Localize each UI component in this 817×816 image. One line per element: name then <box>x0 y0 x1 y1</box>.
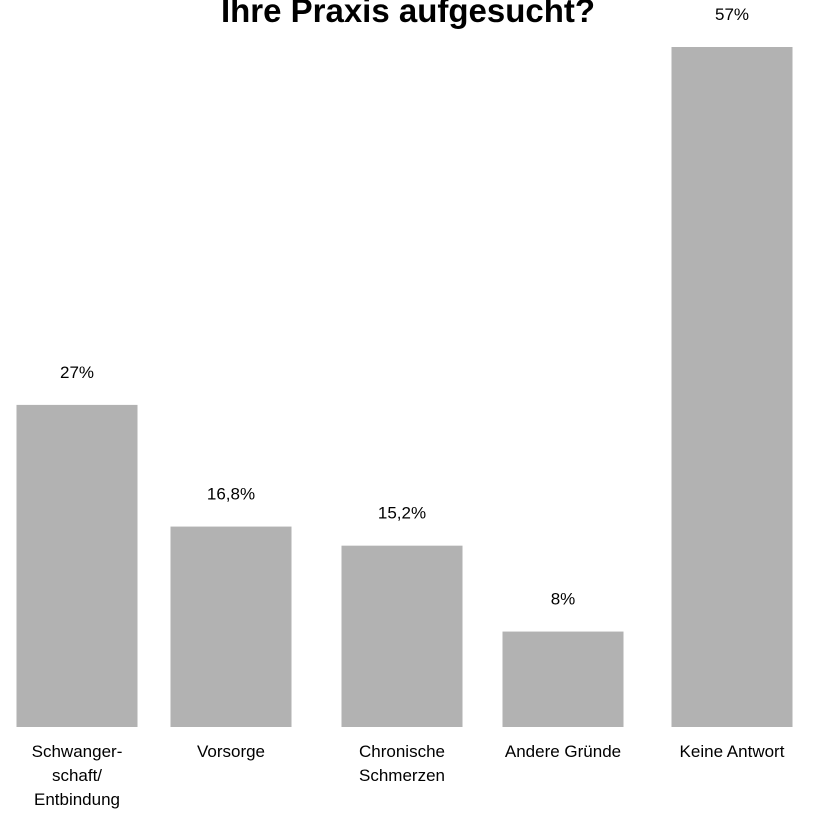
category-label-2: Chronische Schmerzen <box>359 742 445 785</box>
bar-4 <box>671 47 793 727</box>
category-labels-group: Schwanger-schaft/Entbindung Vorsorge Chron… <box>32 742 785 809</box>
value-label-3: 8% <box>551 590 576 609</box>
category-label-1: Vorsorge <box>197 742 265 761</box>
category-label-line: Vorsorge <box>197 742 265 761</box>
value-label-0: 27% <box>60 363 94 382</box>
value-label-1: 16,8% <box>207 485 255 504</box>
bars-group <box>16 47 793 727</box>
value-labels-group: 27% 16,8% 15,2% 8% 57% <box>60 5 749 609</box>
bar-3 <box>502 631 624 727</box>
bar-0 <box>16 404 138 727</box>
category-label-line: Schmerzen <box>359 766 445 785</box>
category-label-line: Keine Antwort <box>680 742 785 761</box>
value-label-2: 15,2% <box>378 504 426 523</box>
value-label-4: 57% <box>715 5 749 24</box>
category-label-3: Andere Gründe <box>505 742 621 761</box>
category-label-0: Schwanger-schaft/Entbindung <box>32 742 123 809</box>
category-label-line: schaft/ <box>52 766 102 785</box>
bar-1 <box>170 526 292 727</box>
category-label-line: Chronische <box>359 742 445 761</box>
bar-2 <box>341 545 463 727</box>
category-label-line: Schwanger- <box>32 742 123 761</box>
category-label-line: Andere Gründe <box>505 742 621 761</box>
chart-title: Ihre Praxis aufgesucht? <box>221 0 595 29</box>
category-label-line: Entbindung <box>34 790 120 809</box>
category-label-4: Keine Antwort <box>680 742 785 761</box>
